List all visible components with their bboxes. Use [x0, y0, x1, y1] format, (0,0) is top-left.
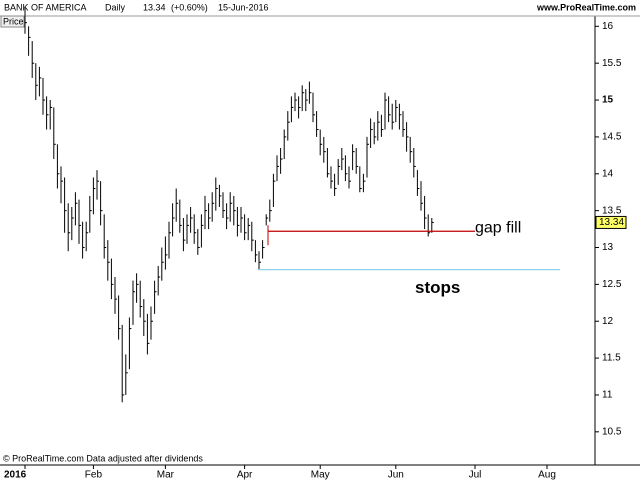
- y-tick-label: 10.5: [602, 426, 622, 437]
- y-tick-label: 13: [602, 242, 614, 253]
- site: www.ProRealTime.com: [536, 2, 636, 12]
- y-tick-label: 12: [602, 316, 614, 327]
- panel-label: Price: [3, 16, 24, 26]
- y-tick-label: 15.5: [602, 58, 622, 69]
- date: 15-Jun-2016: [218, 2, 269, 12]
- x-tick-label: Jul: [469, 470, 482, 480]
- y-tick-label: 12.5: [602, 279, 622, 290]
- x-tick-label: Apr: [237, 470, 253, 480]
- x-tick-label: Aug: [538, 470, 556, 480]
- y-tick-label: 11: [602, 390, 613, 401]
- annotation-label: stops: [415, 278, 460, 297]
- ticker-name: BANK OF AMERICA: [4, 2, 87, 12]
- current-price-box: [595, 215, 627, 229]
- x-tick-label: 2016: [4, 470, 27, 480]
- x-tick-label: Jun: [388, 470, 404, 480]
- annotation-label: gap fill: [475, 220, 521, 237]
- panel-label-box: [0, 15, 25, 28]
- x-tick-label: Feb: [85, 470, 103, 480]
- y-tick-label: 13.5: [602, 205, 622, 216]
- change: (+0.60%): [171, 2, 208, 12]
- footer: © ProRealTime.com Data adjusted after di…: [3, 453, 203, 463]
- y-tick-label: 11.5: [602, 353, 621, 364]
- y-tick-label: 14: [602, 168, 614, 179]
- period: Daily: [105, 2, 126, 12]
- last-price: 13.34: [143, 2, 166, 12]
- x-tick-label: Mar: [157, 470, 175, 480]
- y-tick-label: 16: [602, 21, 614, 32]
- y-tick-label: 15: [602, 95, 614, 106]
- x-tick-label: May: [311, 470, 330, 480]
- current-price-label: 13.34: [599, 217, 624, 228]
- y-tick-label: 14.5: [602, 132, 622, 143]
